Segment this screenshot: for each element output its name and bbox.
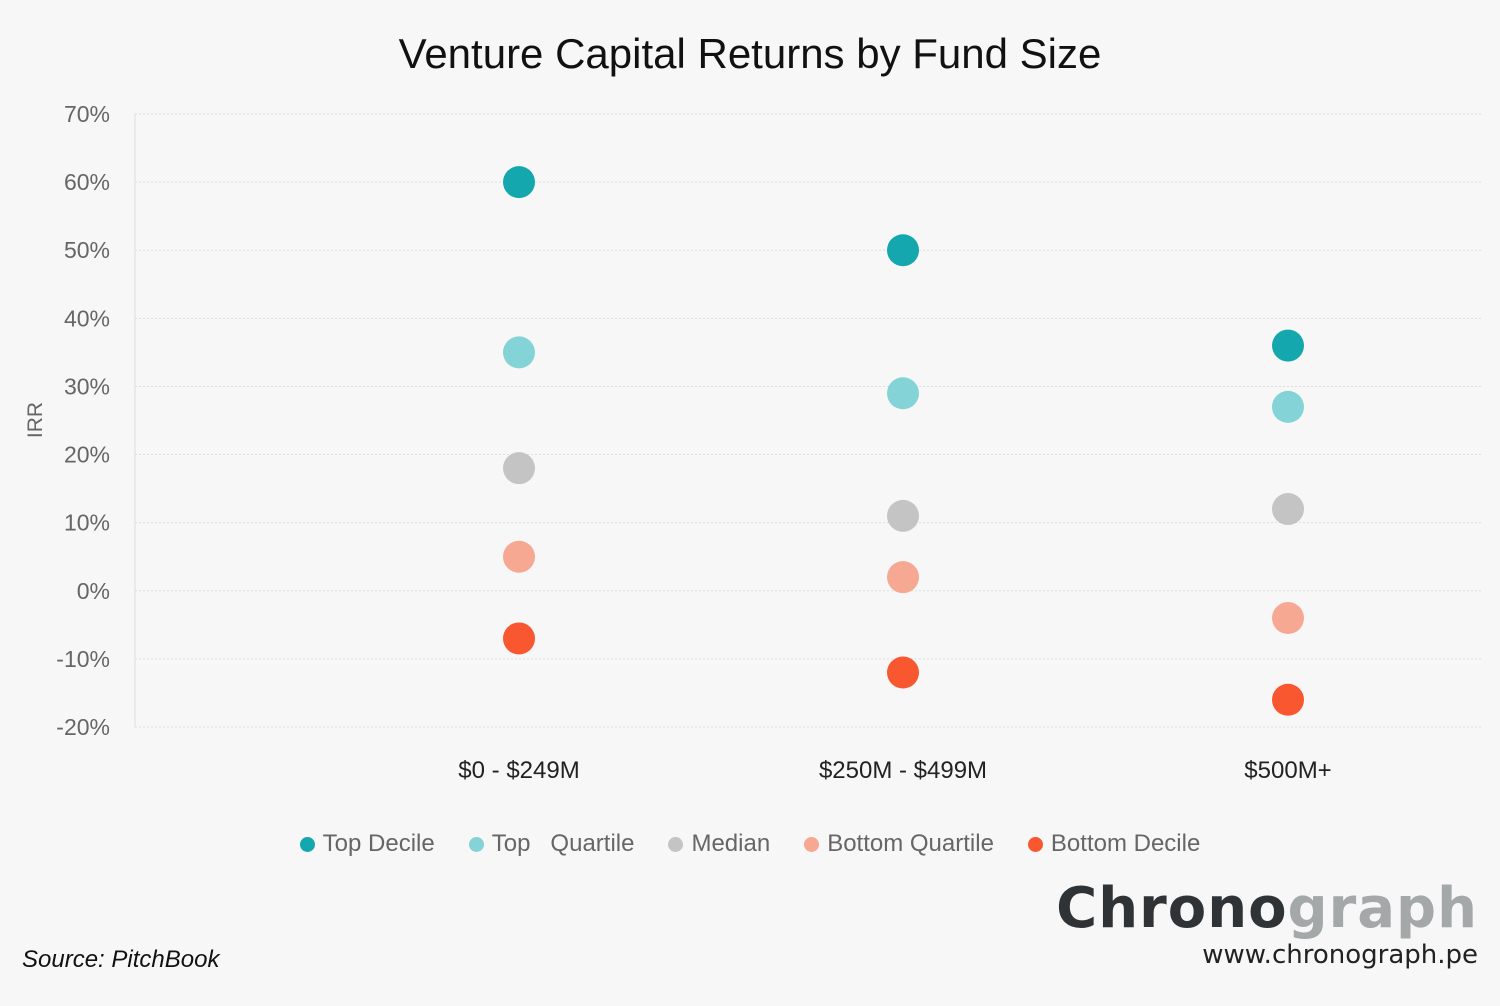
y-tick-label: 70% (64, 101, 110, 127)
x-tick-label: $0 - $249M (458, 757, 579, 784)
legend-label: Top Decile (322, 830, 435, 857)
data-point (887, 234, 919, 267)
data-point (1272, 390, 1304, 423)
data-point (1272, 493, 1304, 526)
legend-marker (468, 836, 484, 852)
legend: Top Decile Top Quartile Median Bottom Quart… (0, 830, 1500, 858)
data-point (503, 540, 535, 573)
legend-marker (299, 836, 315, 852)
y-axis-label: IRR (24, 402, 47, 438)
source-note: Source: PitchBook (22, 946, 220, 973)
legend-label: Median (691, 830, 771, 857)
y-tick-label: 0% (77, 578, 110, 604)
logo-url: www.chronograph.pe (1202, 940, 1478, 970)
legend-item: Top Decile (299, 830, 435, 858)
data-point (1272, 329, 1304, 362)
data-point (503, 166, 535, 199)
data-point (1272, 602, 1304, 635)
legend-item: Bottom Quartile (804, 830, 994, 858)
data-point (887, 656, 919, 689)
chart-title: Venture Capital Returns by Fund Size (398, 30, 1102, 77)
logo-part2: graph (1287, 876, 1478, 941)
data-point (503, 452, 535, 485)
data-point (887, 561, 919, 594)
y-tick-label: 20% (64, 442, 110, 468)
y-tick-label: 40% (64, 305, 110, 331)
legend-marker (668, 836, 684, 852)
legend-item: Top Quartile (468, 830, 635, 858)
legend-item: Median (668, 830, 770, 858)
data-point (1272, 683, 1304, 716)
data-point (503, 336, 535, 369)
y-tick-label: -10% (56, 646, 110, 672)
legend-marker (804, 836, 820, 852)
legend-item: Bottom Decile (1027, 830, 1201, 858)
scatter-chart: 70% 60% 50% 40% 30% 20% 10% 0% -10% -20% IRR $0 - $… (24, 101, 1482, 784)
legend-label: Bottom Decile (1050, 830, 1201, 857)
x-tick-label: $250M - $499M (819, 757, 987, 784)
legend-label: Top Quartile (491, 830, 635, 857)
y-tick-label: 50% (64, 237, 110, 263)
y-tick-label: 30% (64, 373, 110, 399)
legend-marker (1027, 836, 1043, 852)
x-tick-label: $500M+ (1244, 757, 1331, 784)
data-point (887, 377, 919, 410)
chronograph-logo: Chronograph (1056, 876, 1478, 941)
data-point (887, 499, 919, 532)
y-tick-label: 10% (64, 510, 110, 536)
data-point (503, 622, 535, 655)
legend-label: Bottom Quartile (827, 830, 994, 857)
y-tick-label: -20% (56, 714, 110, 740)
y-tick-label: 60% (64, 169, 110, 195)
logo-part1: Chrono (1056, 876, 1288, 941)
